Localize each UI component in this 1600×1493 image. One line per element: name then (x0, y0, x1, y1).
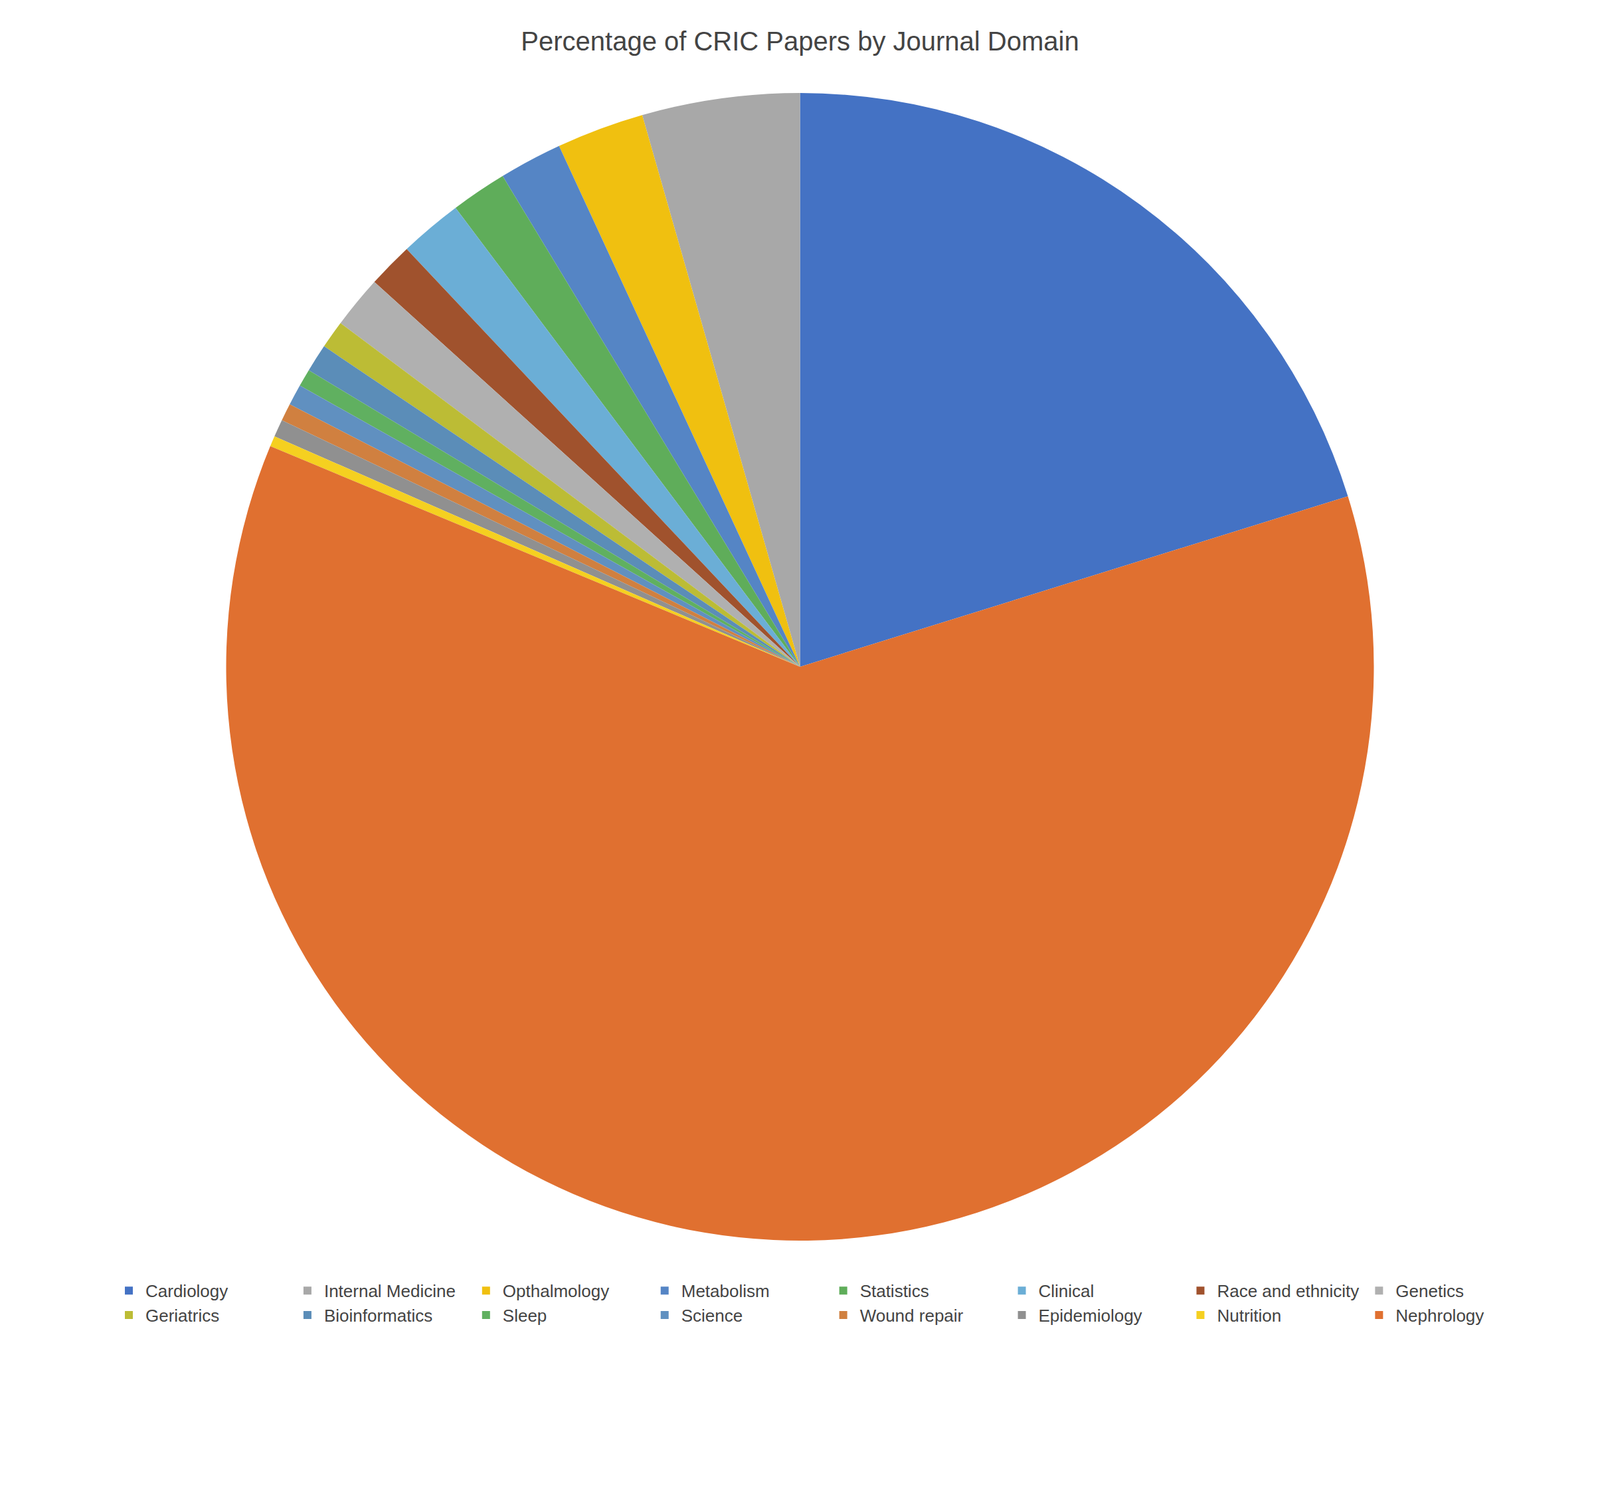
svg-text:Nutrition: Nutrition (1216, 1305, 1282, 1326)
svg-text:Percentage of CRIC Papers by J: Percentage of CRIC Papers by Journal Dom… (520, 26, 1079, 56)
svg-text:Epidemiology: Epidemiology (1038, 1305, 1143, 1326)
svg-text:Wound repair: Wound repair (860, 1305, 964, 1326)
svg-text:Science: Science (681, 1305, 744, 1326)
svg-text:Statistics: Statistics (860, 1281, 930, 1302)
svg-text:Genetics: Genetics (1395, 1281, 1464, 1302)
svg-text:Race and ethnicity: Race and ethnicity (1216, 1281, 1359, 1302)
svg-text:Opthalmology: Opthalmology (502, 1281, 610, 1302)
svg-text:Bioinformatics: Bioinformatics (324, 1305, 433, 1326)
svg-text:Sleep: Sleep (502, 1305, 548, 1326)
svg-text:Metabolism: Metabolism (681, 1281, 770, 1302)
svg-text:Cardiology: Cardiology (145, 1281, 228, 1302)
svg-text:Clinical: Clinical (1038, 1281, 1095, 1302)
svg-text:Nephrology: Nephrology (1395, 1305, 1484, 1326)
svg-text:Internal Medicine: Internal Medicine (324, 1281, 456, 1302)
svg-text:Geriatrics: Geriatrics (145, 1305, 220, 1326)
